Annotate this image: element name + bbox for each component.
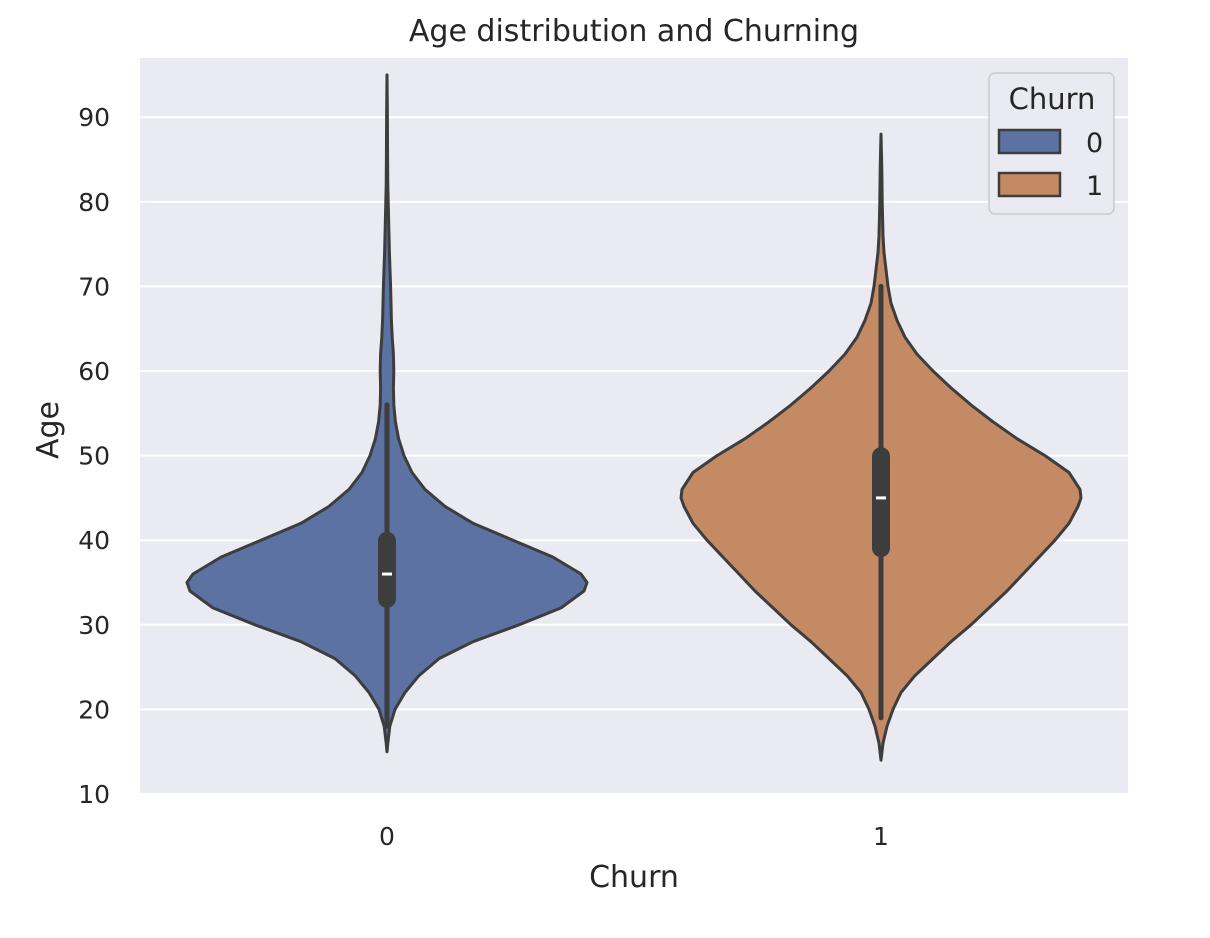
legend-label: 1 [1086,171,1103,202]
x-tick-label: 1 [873,822,889,851]
y-tick-label: 50 [78,442,110,471]
iqr-box-1 [872,447,890,558]
violins [185,73,1083,762]
legend: Churn 0 1 [988,72,1115,215]
y-tick-label: 40 [78,526,110,555]
y-axis-label: Age [31,401,66,459]
y-tick-label: 30 [78,611,110,640]
y-tick-label: 70 [78,272,110,301]
chart-title: Age distribution and Churning [409,14,859,49]
y-axis-ticks: 10 20 30 40 50 60 70 80 90 [78,103,110,809]
legend-title: Churn [1009,82,1096,116]
iqr-box-0 [378,531,396,608]
y-tick-label: 80 [78,188,110,217]
y-tick-label: 90 [78,103,110,132]
x-tick-label: 0 [379,822,395,851]
legend-label: 0 [1086,128,1103,159]
y-tick-label: 10 [78,780,110,809]
y-tick-label: 60 [78,357,110,386]
legend-swatch [997,171,1062,198]
y-tick-label: 20 [78,695,110,724]
legend-swatch [997,128,1062,155]
x-axis-label: Churn [589,860,679,895]
